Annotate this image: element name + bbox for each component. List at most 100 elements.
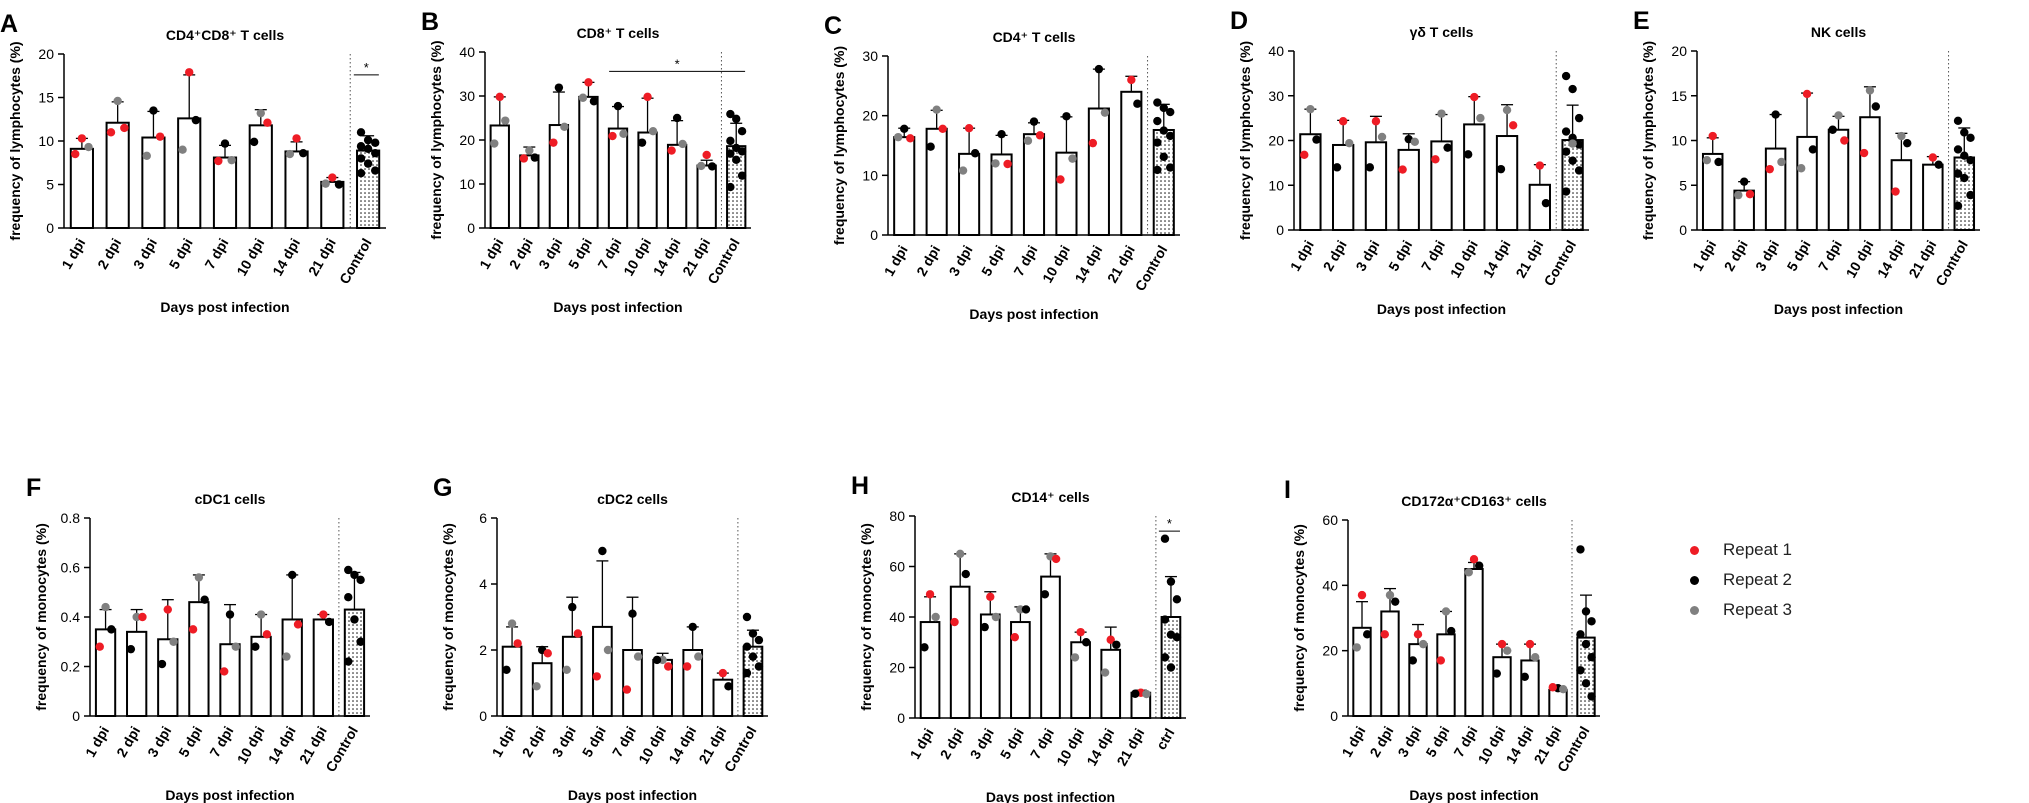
data-point [1166, 163, 1175, 172]
panel-title: cDC1 cells [195, 491, 266, 507]
data-point [1503, 646, 1512, 655]
x-tick-label: 21 dpi [1512, 238, 1546, 281]
data-point [1352, 643, 1361, 652]
data-point [1561, 71, 1571, 81]
panel-letter: I [1284, 476, 1291, 504]
x-tick-label: 10 dpi [620, 236, 654, 279]
x-axis-label: Days post infection [568, 787, 697, 803]
data-point [1808, 145, 1818, 154]
x-tick-label: 2 dpi [913, 243, 943, 279]
x-tick-label: 1 dpi [58, 236, 88, 272]
data-point [893, 132, 903, 142]
y-axis-label: frequency of monocytes (%) [33, 523, 49, 710]
data-point [986, 592, 995, 601]
y-axis-label: frequency of monocytes (%) [440, 523, 456, 710]
x-tick-label: 10 dpi [233, 236, 267, 279]
data-point [1127, 75, 1136, 85]
bar [501, 645, 523, 718]
x-tick-label: 7 dpi [1815, 238, 1845, 274]
data-point [1960, 151, 1969, 160]
bar [320, 180, 345, 229]
bar [1380, 610, 1400, 718]
data-point [613, 101, 623, 111]
panel-title: cDC2 cells [597, 491, 668, 507]
legend: Repeat 1 Repeat 2 Repeat 3 [1690, 535, 1910, 625]
bar [1352, 626, 1372, 717]
data-point [1587, 653, 1596, 662]
data-point [214, 156, 223, 166]
bar [919, 621, 941, 719]
data-point [1475, 561, 1484, 570]
bar [578, 95, 599, 229]
data-point [980, 622, 989, 632]
x-tick-label: 21 dpi [296, 724, 330, 767]
bar [696, 164, 717, 230]
data-point [1365, 163, 1375, 172]
data-point [1561, 187, 1571, 196]
data-point [1520, 672, 1529, 681]
x-axis-label: Days post infection [1774, 301, 1903, 317]
legend-dot-repeat-3 [1690, 605, 1699, 615]
x-tick-label: ctrl [1153, 726, 1178, 753]
data-point [1437, 109, 1446, 118]
data-point [1576, 545, 1585, 554]
data-point [718, 668, 728, 678]
data-point [637, 138, 647, 147]
bar [281, 618, 303, 717]
x-tick-label: 10 dpi [1053, 726, 1087, 769]
y-tick-label: 20 [889, 660, 905, 676]
data-point [1070, 653, 1080, 662]
data-point [1166, 107, 1175, 117]
data-point [282, 652, 291, 661]
data-point [1419, 639, 1428, 649]
x-tick-label: 5 dpi [997, 726, 1027, 762]
bar [312, 618, 334, 717]
bar [212, 156, 238, 229]
bar [1055, 151, 1078, 236]
x-tick-label: 5 dpi [978, 243, 1008, 279]
data-point [142, 151, 151, 160]
legend-dot-repeat-2 [1690, 575, 1699, 585]
data-point [726, 109, 735, 119]
bar [1922, 163, 1944, 231]
data-point [1525, 639, 1535, 649]
data-point [363, 135, 373, 145]
x-tick-label: 3 dpi [535, 236, 565, 272]
data-point [185, 68, 194, 77]
x-tick-label: 2 dpi [1721, 238, 1751, 274]
data-point [664, 662, 673, 671]
data-point [356, 154, 366, 163]
data-point [622, 685, 632, 694]
bar [519, 154, 540, 229]
data-point [155, 132, 165, 141]
data-point [321, 179, 330, 188]
data-point [568, 602, 577, 612]
bar [1548, 688, 1568, 717]
data-point [1441, 607, 1451, 616]
y-tick-label: 5 [1679, 177, 1687, 193]
data-point [249, 137, 259, 147]
data-point [1496, 164, 1506, 174]
data-point [263, 118, 272, 127]
data-point [262, 630, 272, 639]
data-point [1531, 653, 1540, 662]
data-point [1574, 140, 1584, 149]
data-point [608, 131, 617, 141]
x-tick-label: 14 dpi [1874, 238, 1908, 281]
bar [1408, 643, 1428, 718]
data-point [1377, 132, 1387, 142]
data-point [964, 123, 974, 133]
data-point [138, 612, 147, 622]
significance-label: * [364, 60, 369, 75]
data-point [1443, 143, 1452, 152]
panel-letter: H [851, 472, 869, 500]
x-tick-label: 1 dpi [906, 726, 936, 762]
data-point [726, 136, 735, 146]
data-point [356, 168, 366, 178]
x-tick-label: 7 dpi [201, 236, 231, 272]
data-point [256, 108, 265, 118]
data-point [1828, 125, 1837, 134]
data-point [643, 92, 652, 102]
panel-letter: A [0, 10, 18, 38]
